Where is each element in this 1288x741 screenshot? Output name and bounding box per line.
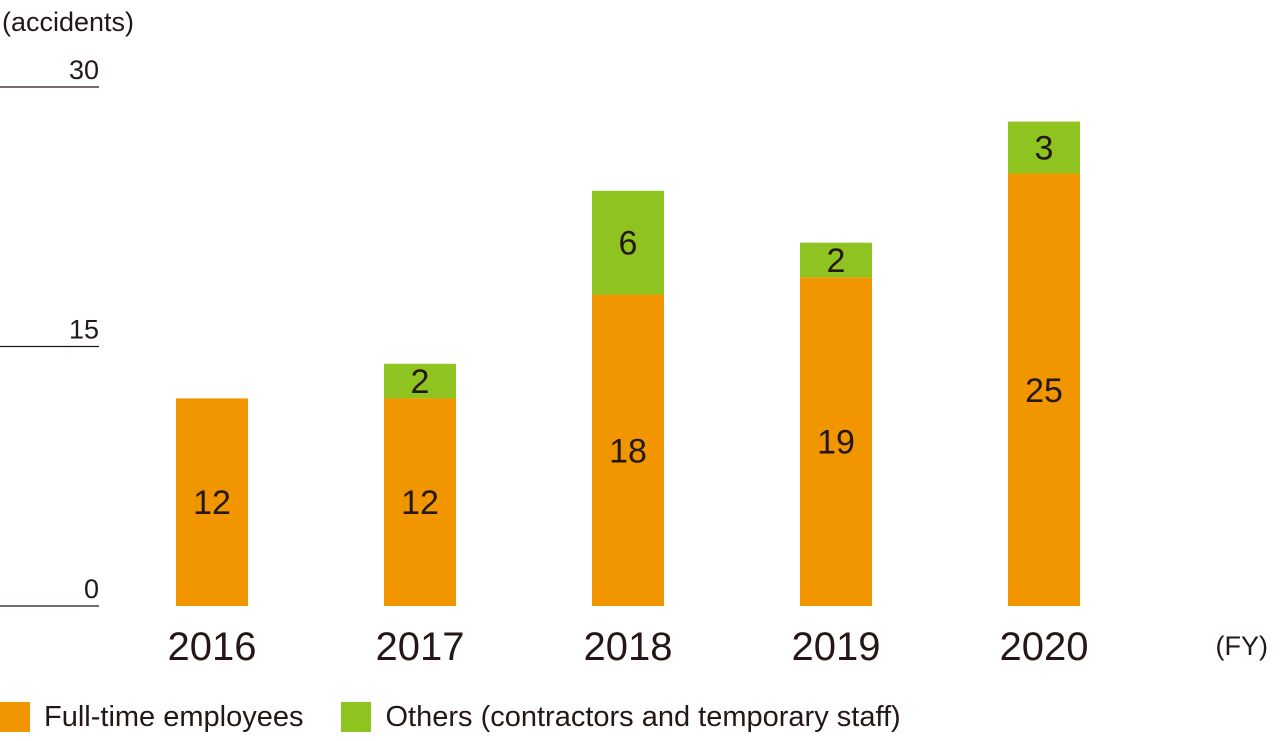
legend-swatch-others (341, 702, 372, 732)
bar-segment (800, 277, 872, 606)
bar-segment (592, 190, 664, 295)
legend-label-full-time: Full-time employees (44, 700, 304, 733)
bar-value-label: 12 (401, 484, 439, 522)
bar-value-label: 2 (411, 363, 430, 401)
bar-segment (800, 242, 872, 278)
bar-value-label: 18 (609, 432, 647, 470)
x-tick-label: 2019 (792, 625, 881, 669)
bar-segment (592, 294, 664, 606)
bar-value-label: 12 (193, 484, 231, 522)
legend-swatch-full-time (0, 702, 30, 732)
bar-segment (384, 398, 456, 606)
x-tick-label: 2017 (376, 625, 465, 669)
bar-value-label: 2 (827, 242, 846, 280)
bar-value-label: 6 (619, 225, 638, 263)
bar-segment (1008, 173, 1080, 606)
legend-item-full-time: Full-time employees (0, 701, 303, 734)
x-tick-label: 2018 (584, 625, 673, 669)
y-tick-label: 15 (69, 315, 99, 345)
x-axis: 2016 2017 2018 2019 2020 (168, 625, 1089, 669)
bar-segment (384, 363, 456, 399)
y-axis: 0 15 30 (0, 55, 99, 607)
legend: Full-time employees Others (contractors … (0, 700, 939, 734)
y-tick-label: 30 (69, 55, 99, 85)
legend-item-others: Others (contractors and temporary staff) (341, 700, 901, 734)
y-axis-unit-label: (accidents) (2, 7, 134, 37)
bar-segment (1008, 121, 1080, 174)
y-tick-label: 0 (84, 574, 99, 604)
bar-segment (176, 398, 248, 606)
x-axis-unit-label: (FY) (1216, 631, 1268, 661)
bar-value-label: 25 (1025, 372, 1063, 410)
x-tick-label: 2020 (1000, 625, 1089, 669)
bar-value-label: 3 (1035, 130, 1054, 168)
bar-value-label: 19 (817, 424, 855, 462)
legend-label-others: Others (contractors and temporary staff) (385, 700, 901, 733)
bars: 12 12 2 18 6 19 2 25 3 (176, 121, 1080, 606)
x-tick-label: 2016 (168, 625, 257, 669)
